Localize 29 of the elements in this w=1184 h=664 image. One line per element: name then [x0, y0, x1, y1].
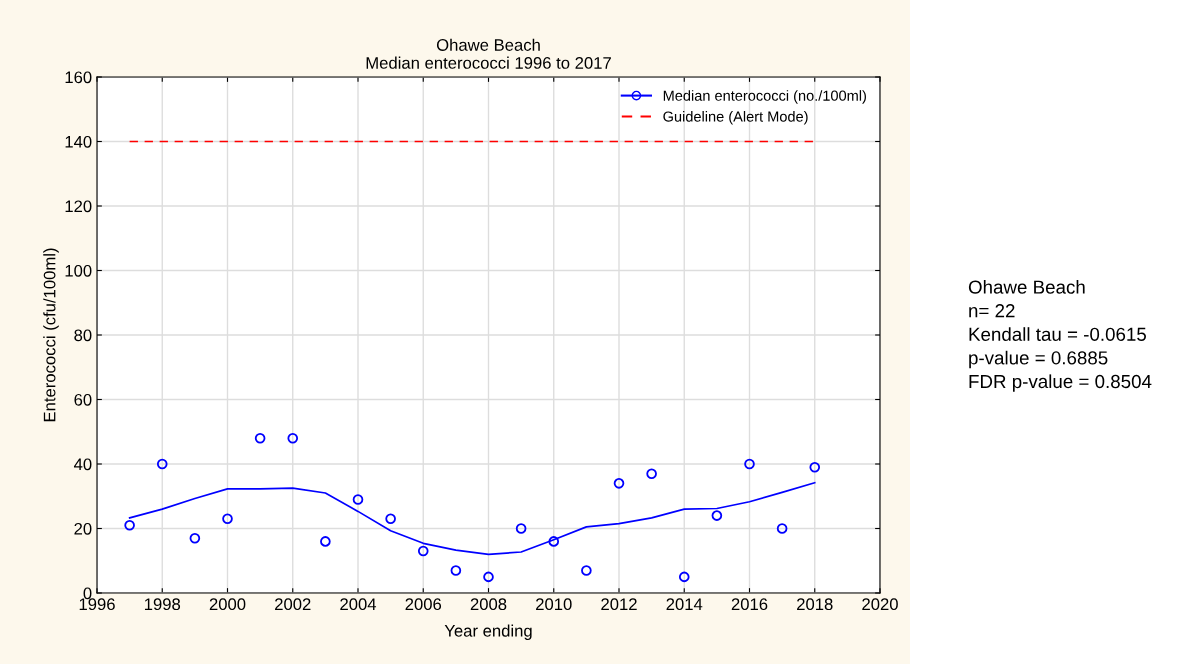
x-tick-label: 2016 — [731, 598, 768, 611]
x-tick-label: 2012 — [601, 598, 637, 611]
legend-label: Guideline (Alert Mode) — [663, 111, 808, 125]
chart-title: Ohawe Beach — [436, 38, 540, 51]
y-axis-title: Enterococci (cfu/100ml) — [43, 248, 59, 422]
x-tick-label: 2010 — [536, 598, 572, 611]
x-tick-label: 2020 — [862, 598, 898, 611]
y-tick-label: 60 — [74, 393, 92, 406]
chart-subtitle: Median enterococci 1996 to 2017 — [366, 56, 611, 69]
y-tick-label: 80 — [74, 329, 92, 342]
x-tick-label: 2008 — [470, 598, 507, 611]
x-tick-label: 2002 — [275, 598, 311, 611]
y-tick-label: 100 — [65, 264, 92, 277]
x-tick-label: 2006 — [405, 598, 442, 611]
x-tick-label: 2000 — [209, 598, 246, 611]
x-tick-label: 2018 — [797, 598, 833, 611]
y-tick-label: 160 — [65, 71, 92, 84]
y-tick-label: 140 — [65, 135, 92, 148]
y-tick-label: 0 — [83, 587, 92, 600]
x-tick-label: 2004 — [340, 598, 377, 611]
x-tick-label: 1998 — [144, 598, 181, 611]
y-tick-label: 40 — [73, 458, 92, 471]
x-tick-label: 2014 — [666, 598, 703, 611]
y-tick-label: 120 — [65, 200, 92, 213]
text: Ohawe Beach n= 22 Kendall tau = -0.0615 p-value = 0.6885 FDR p-value = 0.8504 — [968, 280, 1152, 392]
y-tick-label: 20 — [74, 522, 92, 535]
legend-label: Median enterococci (no./100ml) — [663, 90, 866, 104]
x-tick-label: 1996 — [79, 598, 115, 611]
x-axis-title: Year ending — [444, 624, 532, 641]
